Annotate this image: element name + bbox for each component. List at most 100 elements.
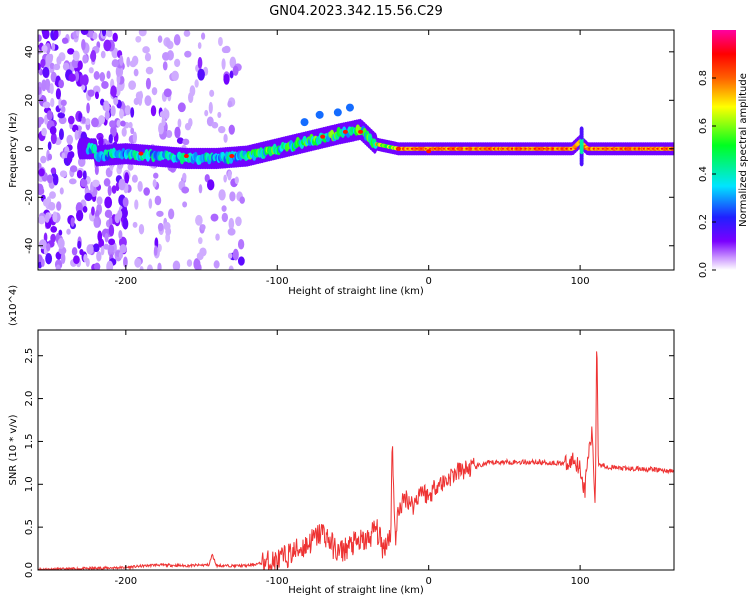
- spectrogram-cell: [40, 58, 46, 69]
- spectrogram-cell: [122, 218, 129, 230]
- spectrogram-cell: [40, 155, 47, 164]
- snr-y-tick-label: 2.0: [24, 391, 35, 407]
- spectrogram-cell: [131, 174, 138, 183]
- spectrogram-cell: [122, 197, 129, 208]
- spectrogram-cell: [173, 34, 181, 46]
- spectrogram-cell: [606, 147, 609, 150]
- spectrogram-cell: [53, 30, 59, 40]
- spectrogram-cell: [137, 180, 143, 192]
- spectrogram-cell: [80, 30, 89, 35]
- spectrogram-cell: [161, 51, 170, 61]
- spectrogram-cell: [152, 179, 157, 188]
- spectrogram-cell: [38, 215, 46, 225]
- spectrogram-cell: [221, 205, 227, 212]
- spectrogram-cell: [82, 54, 88, 64]
- spectrogram-cell: [213, 260, 220, 269]
- spectrogram-cell: [50, 233, 57, 243]
- spectrogram-cell: [47, 141, 52, 151]
- spectrogram-cell: [42, 66, 50, 78]
- spectrogram-cell: [227, 170, 232, 181]
- spectrogram-cell: [642, 147, 645, 150]
- spectrogram-cell: [474, 147, 477, 150]
- spectrogram-x-tick-label: -100: [266, 276, 289, 287]
- spectrogram-cell: [113, 97, 119, 106]
- spectrogram-cell: [177, 102, 186, 113]
- spectrogram-cell: [41, 258, 45, 268]
- spectrogram-cell: [533, 147, 536, 150]
- spectrogram-cell: [176, 137, 184, 145]
- spectrogram-cell: [111, 59, 119, 68]
- spectrogram-cell: [48, 201, 56, 211]
- spectrogram-cell: [345, 103, 354, 112]
- spectrogram-cell: [130, 107, 135, 118]
- spectrogram-cell: [419, 147, 423, 150]
- spectrogram-cell: [90, 50, 97, 62]
- spectrogram-cell: [146, 264, 153, 270]
- spectrogram-y-tick-label: 20: [24, 94, 35, 107]
- spectrogram-cell: [492, 147, 495, 150]
- spectrogram-cell: [145, 77, 151, 90]
- spectrogram-cell: [50, 97, 55, 108]
- spectrogram-cell: [506, 147, 509, 150]
- spectrogram-cell: [197, 56, 203, 69]
- spectrogram-cell: [38, 62, 41, 71]
- spectrogram-cell: [41, 127, 47, 137]
- spectrogram-cell: [77, 60, 83, 71]
- spectrogram-cell: [209, 89, 215, 97]
- spectrogram-cell: [131, 55, 139, 66]
- spectrogram-cell: [234, 176, 239, 185]
- spectrogram-cell: [528, 147, 532, 150]
- spectrogram-cell: [488, 147, 491, 150]
- spectrogram-cell: [628, 147, 632, 150]
- spectrogram-cell: [109, 120, 116, 128]
- spectrogram-cell: [153, 172, 159, 179]
- spectrogram-cell: [41, 44, 48, 53]
- spectrogram-cell: [134, 199, 139, 210]
- spectrogram-cell: [619, 147, 623, 150]
- spectrogram-cell: [174, 126, 181, 139]
- snr-x-tick-label: 100: [571, 576, 590, 587]
- spectrogram-cell: [144, 52, 152, 62]
- spectrogram-cell: [358, 129, 364, 134]
- spectrogram-cell: [87, 89, 95, 97]
- spectrogram-cell: [119, 54, 124, 66]
- spectrogram-cell: [132, 131, 137, 144]
- spectrogram-cell: [38, 261, 42, 269]
- colorbar-ticks: 0.0 0.2 0.4 0.6 0.8: [698, 70, 716, 278]
- spectrogram-cell: [235, 216, 242, 227]
- spectrogram-cell: [574, 147, 577, 150]
- spectrogram-cell: [182, 201, 188, 208]
- spectrogram-cell: [182, 172, 187, 182]
- spectrogram-cell: [108, 134, 113, 144]
- spectrogram-cell: [433, 147, 436, 150]
- spectrogram-cell: [165, 227, 172, 236]
- spectrogram-cell: [47, 153, 53, 161]
- spectrogram-cell: [229, 56, 237, 69]
- spectrogram-cell: [656, 147, 659, 150]
- spectrogram-cell: [156, 210, 164, 217]
- spectrogram-cell: [78, 112, 83, 122]
- spectrogram-cell: [92, 85, 101, 94]
- spectrogram-cell: [57, 237, 65, 250]
- snr-panel: -200 -100 0 100 0.0 0.5 1.0 1.5 2.0 2.5 Height o…: [8, 285, 675, 596]
- spectrogram-cell: [135, 35, 142, 43]
- spectrogram-cell: [229, 191, 236, 202]
- spectrogram-cell: [232, 248, 239, 261]
- spectrogram-cell: [592, 147, 595, 150]
- spectrogram-cell: [118, 251, 124, 259]
- spectrogram-cell: [198, 237, 203, 245]
- spectrogram-cell: [163, 88, 172, 98]
- spectrogram-cell: [647, 147, 650, 150]
- spectrogram-cell: [660, 147, 664, 150]
- spectrogram-cell: [510, 147, 514, 150]
- spectrogram-cell: [75, 30, 80, 37]
- spectrogram-cell: [547, 147, 550, 150]
- spectrogram-cell: [143, 187, 150, 196]
- spectrogram-cell: [72, 50, 80, 62]
- spectrogram-cell: [85, 118, 91, 126]
- spectrogram-cell: [182, 138, 190, 146]
- colorbar-tick-label: 0.0: [698, 262, 709, 278]
- spectrogram-cell: [38, 116, 45, 125]
- colorbar: 0.0 0.2 0.4 0.6 0.8 Normalized spectral ampl…: [698, 30, 749, 278]
